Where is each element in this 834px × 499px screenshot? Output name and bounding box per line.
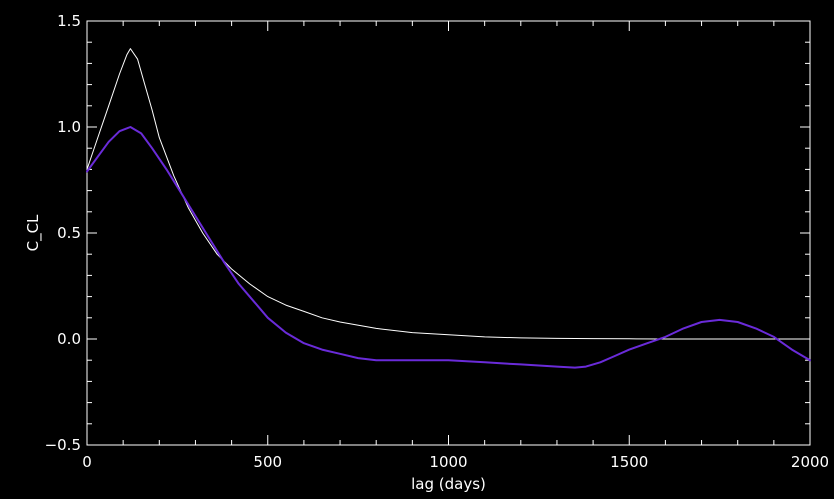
tick-labels: 0 500 1000 1500 2000 −0.5 0.0 0.5 1.0 1.5 [45,12,830,471]
x-tick-label: 500 [253,453,282,471]
axis-ticks [86,20,811,446]
x-tick-label: 1500 [610,453,648,471]
y-tick-label: 1.5 [57,12,81,30]
x-tick-label: 2000 [791,453,829,471]
series-group [86,48,811,369]
y-tick-label: 0.0 [57,330,81,348]
x-tick-label: 0 [82,453,92,471]
y-tick-label: 1.0 [57,118,81,136]
series-line-1 [86,48,811,340]
y-tick-label: 0.5 [57,224,81,242]
y-axis-label: C_CL [24,214,43,251]
y-tick-label: −0.5 [45,436,81,454]
x-tick-label: 1000 [429,453,467,471]
x-axis-label: lag (days) [411,475,486,493]
series-line-2 [86,126,811,369]
